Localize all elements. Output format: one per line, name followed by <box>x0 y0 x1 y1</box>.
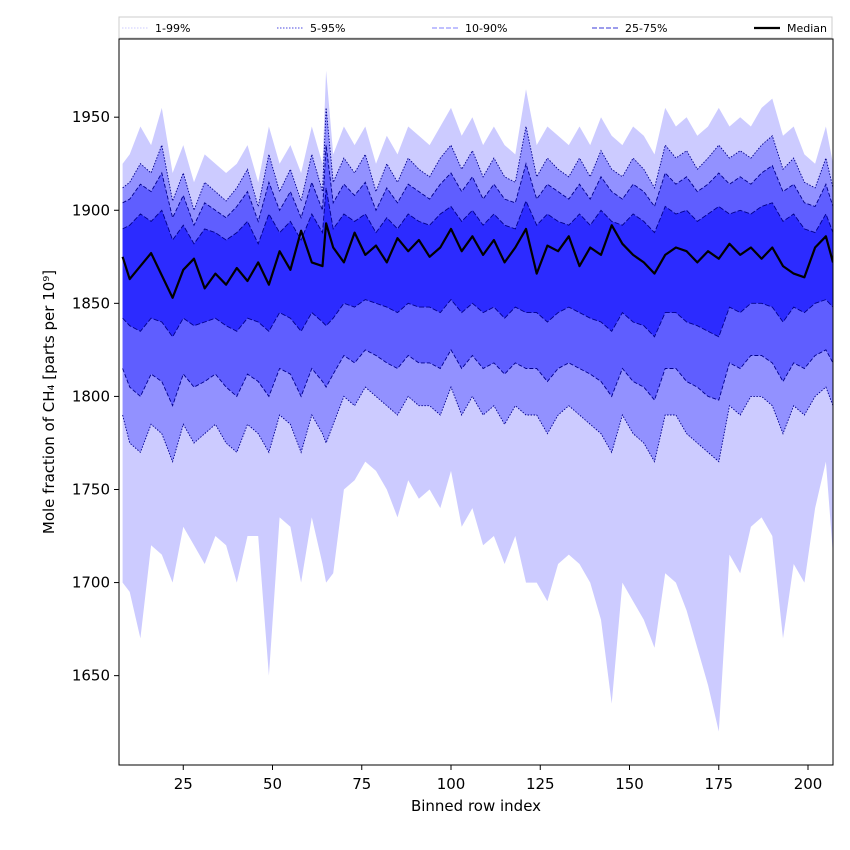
x-tick-label: 25 <box>174 775 193 793</box>
legend: 1-99% 5-95% 10-90% 25-75% Median <box>118 16 833 39</box>
y-tick-label: 1850 <box>72 294 110 312</box>
legend-label: 25-75% <box>625 22 667 35</box>
band-10-90-upper-edge <box>122 145 833 227</box>
y-tick-label: 1650 <box>72 667 110 685</box>
x-tick-label: 150 <box>615 775 644 793</box>
band-25-75-upper-edge <box>122 187 833 245</box>
band-25-75-area <box>122 187 833 337</box>
x-tick-label: 100 <box>437 775 466 793</box>
band-10-90-lower-edge <box>122 348 833 407</box>
x-tick-label: 200 <box>794 775 823 793</box>
percentile-bands <box>122 70 833 732</box>
x-tick-label: 125 <box>526 775 555 793</box>
x-tick-label: 175 <box>704 775 733 793</box>
y-tick-label: 1700 <box>72 574 110 592</box>
y-tick-label: 1900 <box>72 201 110 219</box>
band-5-95-upper-edge <box>122 107 833 212</box>
median-line <box>121 222 833 299</box>
legend-label: Median <box>787 22 827 35</box>
plot-frame <box>118 38 834 766</box>
x-tick-label: 75 <box>352 775 371 793</box>
median-layer <box>121 222 833 299</box>
x-axis-label: Binned row index <box>411 797 541 815</box>
y-tick-label: 1750 <box>72 480 110 498</box>
band-25-75-lower-edge <box>122 298 833 338</box>
x-axis: 25 50 75 100 125 150 175 200 <box>174 765 823 793</box>
legend-frame <box>118 16 833 39</box>
y-tick-label: 1950 <box>72 108 110 126</box>
legend-label: 10-90% <box>465 22 507 35</box>
y-axis-label: Mole fraction of CH₄ [parts per 10⁹] <box>40 270 58 534</box>
x-tick-label: 50 <box>263 775 282 793</box>
legend-label: 5-95% <box>310 22 345 35</box>
y-tick-label: 1800 <box>72 387 110 405</box>
legend-label: 1-99% <box>155 22 190 35</box>
y-axis: 1650 1700 1750 1800 1850 1900 1950 <box>72 108 119 685</box>
